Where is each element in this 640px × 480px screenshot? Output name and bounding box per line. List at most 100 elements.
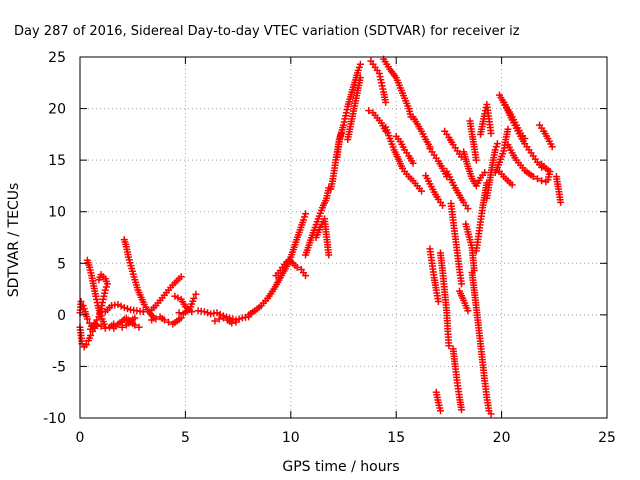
data-point <box>148 316 156 324</box>
data-point <box>302 272 310 280</box>
data-point <box>365 107 373 115</box>
data-point <box>101 286 109 294</box>
data-point <box>445 342 453 350</box>
ticks <box>79 56 608 419</box>
data-point <box>487 129 495 137</box>
y-tick-label: 10 <box>48 205 66 221</box>
x-tick-label: 25 <box>598 430 616 446</box>
x-tick-label: 5 <box>181 430 190 446</box>
data-point <box>97 322 105 330</box>
data-point <box>215 315 223 323</box>
data-point <box>464 307 472 315</box>
data-point <box>299 216 307 224</box>
data-point <box>95 276 103 284</box>
data-point <box>458 406 466 414</box>
data-point <box>211 317 219 325</box>
data-point-interpolated <box>492 143 500 151</box>
data-point <box>131 321 139 329</box>
data-point <box>487 410 495 418</box>
data-point <box>417 187 425 195</box>
data-point-interpolated <box>80 305 88 313</box>
data-point <box>521 134 529 142</box>
data-point <box>120 304 128 312</box>
data-point <box>548 143 556 151</box>
data-point <box>184 307 192 315</box>
data-point <box>190 294 198 302</box>
data-point <box>458 280 466 288</box>
data-point <box>82 341 90 349</box>
plot-frame <box>79 56 608 419</box>
data-point <box>356 60 364 68</box>
data-point <box>175 309 183 317</box>
data-point-interpolated <box>204 309 212 317</box>
data-point <box>200 308 208 316</box>
data-point-interpolated <box>223 313 231 321</box>
data-point <box>436 407 444 415</box>
x-axis-label: GPS time / hours <box>282 459 399 475</box>
data-point-interpolated <box>216 310 224 318</box>
data-point <box>439 202 447 210</box>
data-point <box>538 177 546 185</box>
data-point <box>177 314 185 322</box>
data-point <box>493 140 501 148</box>
y-tick-label: 20 <box>48 102 66 118</box>
data-point <box>135 323 143 331</box>
data-point <box>409 159 417 167</box>
y-tick-label: 15 <box>48 153 66 169</box>
x-tick-label: 20 <box>493 430 511 446</box>
y-tick-label: 5 <box>57 256 66 272</box>
data-point-interpolated <box>355 63 363 71</box>
data-point-interpolated <box>235 315 243 323</box>
y-tick-label: -5 <box>52 359 66 375</box>
grid <box>80 57 607 418</box>
data-point <box>192 290 200 298</box>
data-point <box>557 198 565 206</box>
data-point <box>118 323 126 331</box>
data-points <box>76 55 565 418</box>
data-point <box>464 205 472 213</box>
data-point <box>382 98 390 106</box>
data-point <box>533 175 541 183</box>
x-tick-label: 15 <box>387 430 405 446</box>
data-point-interpolated <box>117 302 125 310</box>
data-point <box>325 251 333 259</box>
data-point <box>293 263 301 271</box>
data-point <box>228 319 236 327</box>
data-point <box>160 316 168 324</box>
data-point-interpolated <box>301 213 309 221</box>
data-point <box>302 210 310 218</box>
y-tick-label: 25 <box>48 50 66 66</box>
data-point <box>354 66 362 74</box>
data-point <box>83 315 91 323</box>
data-point-interpolated <box>174 294 182 302</box>
data-point <box>219 314 227 322</box>
data-point <box>508 181 516 189</box>
data-point <box>110 320 118 328</box>
data-point <box>491 146 499 154</box>
chart-title: Day 287 of 2016, Sidereal Day-to-day VTE… <box>14 24 520 39</box>
y-axis-label: SDTVAR / TECUs <box>6 183 22 298</box>
data-point <box>544 176 552 184</box>
data-point <box>114 301 122 309</box>
data-point <box>232 318 240 326</box>
y-tick-label: -10 <box>43 411 66 427</box>
data-point <box>101 324 109 332</box>
data-point <box>356 74 364 82</box>
data-point <box>434 297 442 305</box>
data-point <box>188 308 196 316</box>
tick-labels: 0 5 10 15 20 25 -10 -5 0 5 10 15 20 25 <box>43 50 616 446</box>
data-point-interpolated <box>123 305 131 313</box>
data-point <box>529 173 537 181</box>
data-point <box>472 156 480 164</box>
data-point <box>213 309 221 317</box>
y-tick-label: 0 <box>57 308 66 324</box>
data-point <box>79 302 87 310</box>
data-point <box>131 314 139 322</box>
data-point <box>177 273 185 281</box>
data-point <box>77 297 85 305</box>
x-tick-label: 10 <box>282 430 300 446</box>
data-point <box>87 331 95 339</box>
data-point <box>165 318 173 326</box>
